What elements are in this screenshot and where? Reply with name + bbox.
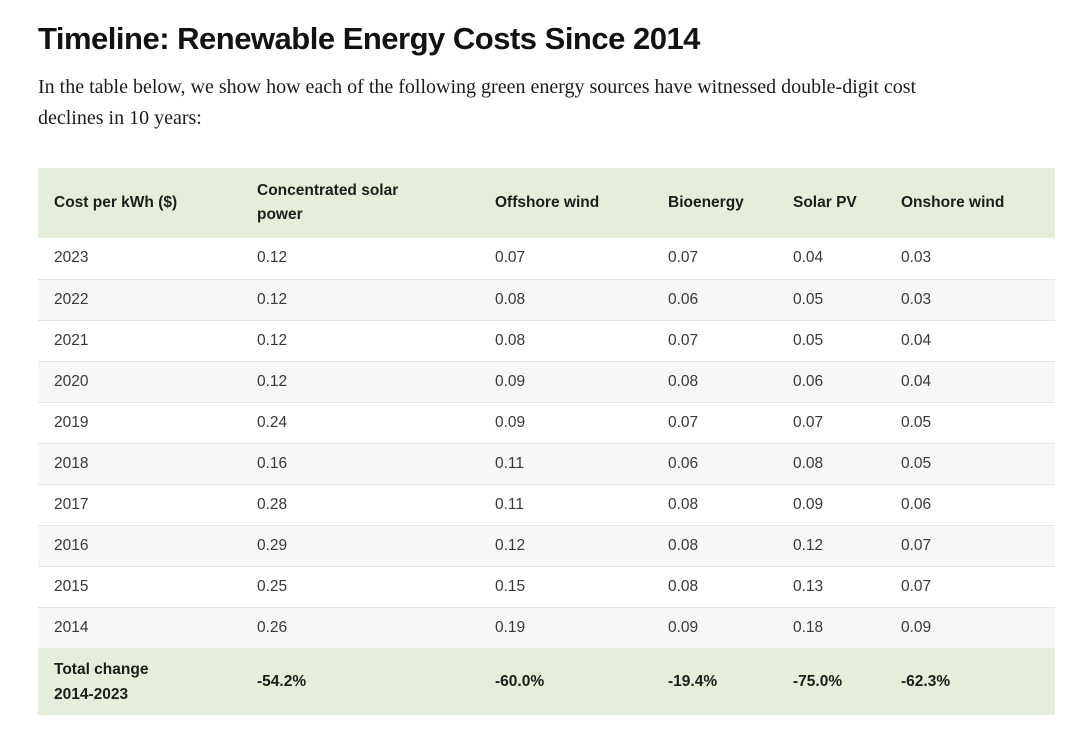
value-cell: 0.06 xyxy=(885,483,1055,525)
value-cell: 0.09 xyxy=(885,606,1055,648)
column-header-label: Bioenergy xyxy=(668,194,744,211)
footer-total-change-cell: -54.2% xyxy=(241,648,479,715)
value-cell: 0.09 xyxy=(652,606,777,648)
value-cell: 0.19 xyxy=(479,606,652,648)
table-row-2020: 2020 0.12 0.09 0.08 0.06 0.04 xyxy=(38,360,1055,402)
value-cell: 0.05 xyxy=(885,442,1055,484)
value-cell: 0.08 xyxy=(479,278,652,320)
value-cell: 0.06 xyxy=(652,442,777,484)
year-cell: 2015 xyxy=(38,565,241,607)
column-header-label: Cost per kWh ($) xyxy=(54,194,178,211)
table-row-2022: 2022 0.12 0.08 0.06 0.05 0.03 xyxy=(38,278,1055,320)
column-header-label: Onshore wind xyxy=(901,194,1005,211)
table-row-2016: 2016 0.29 0.12 0.08 0.12 0.07 xyxy=(38,524,1055,566)
year-cell: 2022 xyxy=(38,278,241,320)
value-cell: 0.29 xyxy=(241,524,479,566)
footer-total-change-cell: -75.0% xyxy=(777,648,885,715)
intro-paragraph: In the table below, we show how each of … xyxy=(38,76,917,129)
value-cell: 0.26 xyxy=(241,606,479,648)
table-row-2015: 2015 0.25 0.15 0.08 0.13 0.07 xyxy=(38,565,1055,607)
year-cell: 2016 xyxy=(38,524,241,566)
table-body: 2023 0.12 0.07 0.07 0.04 0.03 2022 0.12 0.08 0.06… xyxy=(38,238,1055,648)
page-title: Timeline: Renewable Energy Costs Since 2… xyxy=(38,21,700,56)
year-cell: 2014 xyxy=(38,606,241,648)
value-cell: 0.12 xyxy=(777,524,885,566)
column-header-bioenergy: Bioenergy xyxy=(652,168,777,238)
year-cell: 2017 xyxy=(38,483,241,525)
footer-total-change-cell: -19.4% xyxy=(652,648,777,715)
article-page: Timeline: Renewable Energy Costs Since 2… xyxy=(38,21,1055,715)
value-cell: 0.28 xyxy=(241,483,479,525)
column-header-onshore-wind: Onshore wind xyxy=(885,168,1055,238)
table-row-2019: 2019 0.24 0.09 0.07 0.07 0.05 xyxy=(38,401,1055,443)
value-cell: 0.25 xyxy=(241,565,479,607)
column-header-solar-pv: Solar PV xyxy=(777,168,885,238)
value-cell: 0.07 xyxy=(652,319,777,361)
table-header-row: Cost per kWh ($) Concentrated solar power… xyxy=(38,168,1055,238)
column-header-cost-per-kwh: Cost per kWh ($) xyxy=(38,168,241,238)
value-cell: 0.11 xyxy=(479,483,652,525)
table-footer-row: Total change 2014-2023 -54.2% -60.0% -19.4% -… xyxy=(38,648,1055,715)
column-header-concentrated-solar-power: Concentrated solar power xyxy=(241,168,479,238)
year-cell: 2018 xyxy=(38,442,241,484)
column-header-label: Offshore wind xyxy=(495,194,600,211)
value-cell: 0.04 xyxy=(885,319,1055,361)
footer-label-cell: Total change 2014-2023 xyxy=(38,648,241,715)
value-cell: 0.09 xyxy=(479,401,652,443)
value-cell: 0.09 xyxy=(777,483,885,525)
value-cell: 0.12 xyxy=(241,360,479,402)
value-cell: 0.11 xyxy=(479,442,652,484)
value-cell: 0.08 xyxy=(479,319,652,361)
table-row-2014: 2014 0.26 0.19 0.09 0.18 0.09 xyxy=(38,606,1055,648)
year-cell: 2021 xyxy=(38,319,241,361)
footer-label-line: Total change xyxy=(54,660,149,678)
year-cell: 2019 xyxy=(38,401,241,443)
table-head: Cost per kWh ($) Concentrated solar power… xyxy=(38,168,1055,238)
value-cell: 0.07 xyxy=(885,524,1055,566)
value-cell: 0.07 xyxy=(885,565,1055,607)
value-cell: 0.05 xyxy=(777,278,885,320)
value-cell: 0.08 xyxy=(652,360,777,402)
value-cell: 0.06 xyxy=(652,278,777,320)
value-cell: 0.08 xyxy=(652,483,777,525)
value-cell: 0.04 xyxy=(885,360,1055,402)
column-header-label: Solar PV xyxy=(793,194,857,211)
value-cell: 0.07 xyxy=(777,401,885,443)
value-cell: 0.05 xyxy=(885,401,1055,443)
value-cell: 0.03 xyxy=(885,278,1055,320)
table-row-2023: 2023 0.12 0.07 0.07 0.04 0.03 xyxy=(38,238,1055,279)
value-cell: 0.06 xyxy=(777,360,885,402)
value-cell: 0.04 xyxy=(777,238,885,279)
energy-cost-table: Cost per kWh ($) Concentrated solar power… xyxy=(38,168,1055,715)
value-cell: 0.07 xyxy=(479,238,652,279)
value-cell: 0.09 xyxy=(479,360,652,402)
value-cell: 0.03 xyxy=(885,238,1055,279)
value-cell: 0.12 xyxy=(241,238,479,279)
table-foot: Total change 2014-2023 -54.2% -60.0% -19.4% -… xyxy=(38,648,1055,715)
value-cell: 0.12 xyxy=(479,524,652,566)
footer-total-change-cell: -62.3% xyxy=(885,648,1055,715)
column-header-offshore-wind: Offshore wind xyxy=(479,168,652,238)
column-header-label: Concentrated solar power xyxy=(257,182,399,223)
value-cell: 0.13 xyxy=(777,565,885,607)
year-cell: 2023 xyxy=(38,238,241,279)
value-cell: 0.15 xyxy=(479,565,652,607)
table-row-2017: 2017 0.28 0.11 0.08 0.09 0.06 xyxy=(38,483,1055,525)
value-cell: 0.07 xyxy=(652,238,777,279)
value-cell: 0.12 xyxy=(241,278,479,320)
value-cell: 0.05 xyxy=(777,319,885,361)
value-cell: 0.12 xyxy=(241,319,479,361)
value-cell: 0.08 xyxy=(777,442,885,484)
value-cell: 0.16 xyxy=(241,442,479,484)
table-row-2021: 2021 0.12 0.08 0.07 0.05 0.04 xyxy=(38,319,1055,361)
value-cell: 0.18 xyxy=(777,606,885,648)
value-cell: 0.08 xyxy=(652,565,777,607)
value-cell: 0.24 xyxy=(241,401,479,443)
value-cell: 0.07 xyxy=(652,401,777,443)
value-cell: 0.08 xyxy=(652,524,777,566)
footer-total-change-cell: -60.0% xyxy=(479,648,652,715)
year-cell: 2020 xyxy=(38,360,241,402)
footer-label-line: 2014-2023 xyxy=(54,685,129,703)
table-row-2018: 2018 0.16 0.11 0.06 0.08 0.05 xyxy=(38,442,1055,484)
